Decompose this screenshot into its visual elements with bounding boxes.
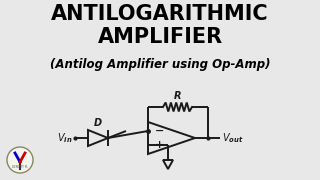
Text: (Antilog Amplifier using Op-Amp): (Antilog Amplifier using Op-Amp) (50, 58, 270, 71)
Text: AMPLIFIER: AMPLIFIER (97, 27, 223, 47)
Text: ANTILOGARITHMIC: ANTILOGARITHMIC (51, 4, 269, 24)
Text: $V_{\mathregular{out}}$: $V_{\mathregular{out}}$ (222, 131, 244, 145)
Text: $V_{\mathregular{in}}$: $V_{\mathregular{in}}$ (57, 131, 72, 145)
Text: +: + (155, 140, 164, 150)
Text: DENCIYT PL: DENCIYT PL (12, 165, 28, 169)
Circle shape (7, 147, 33, 173)
Text: −: − (155, 126, 164, 136)
Text: D: D (94, 118, 102, 128)
Text: R: R (174, 91, 181, 100)
